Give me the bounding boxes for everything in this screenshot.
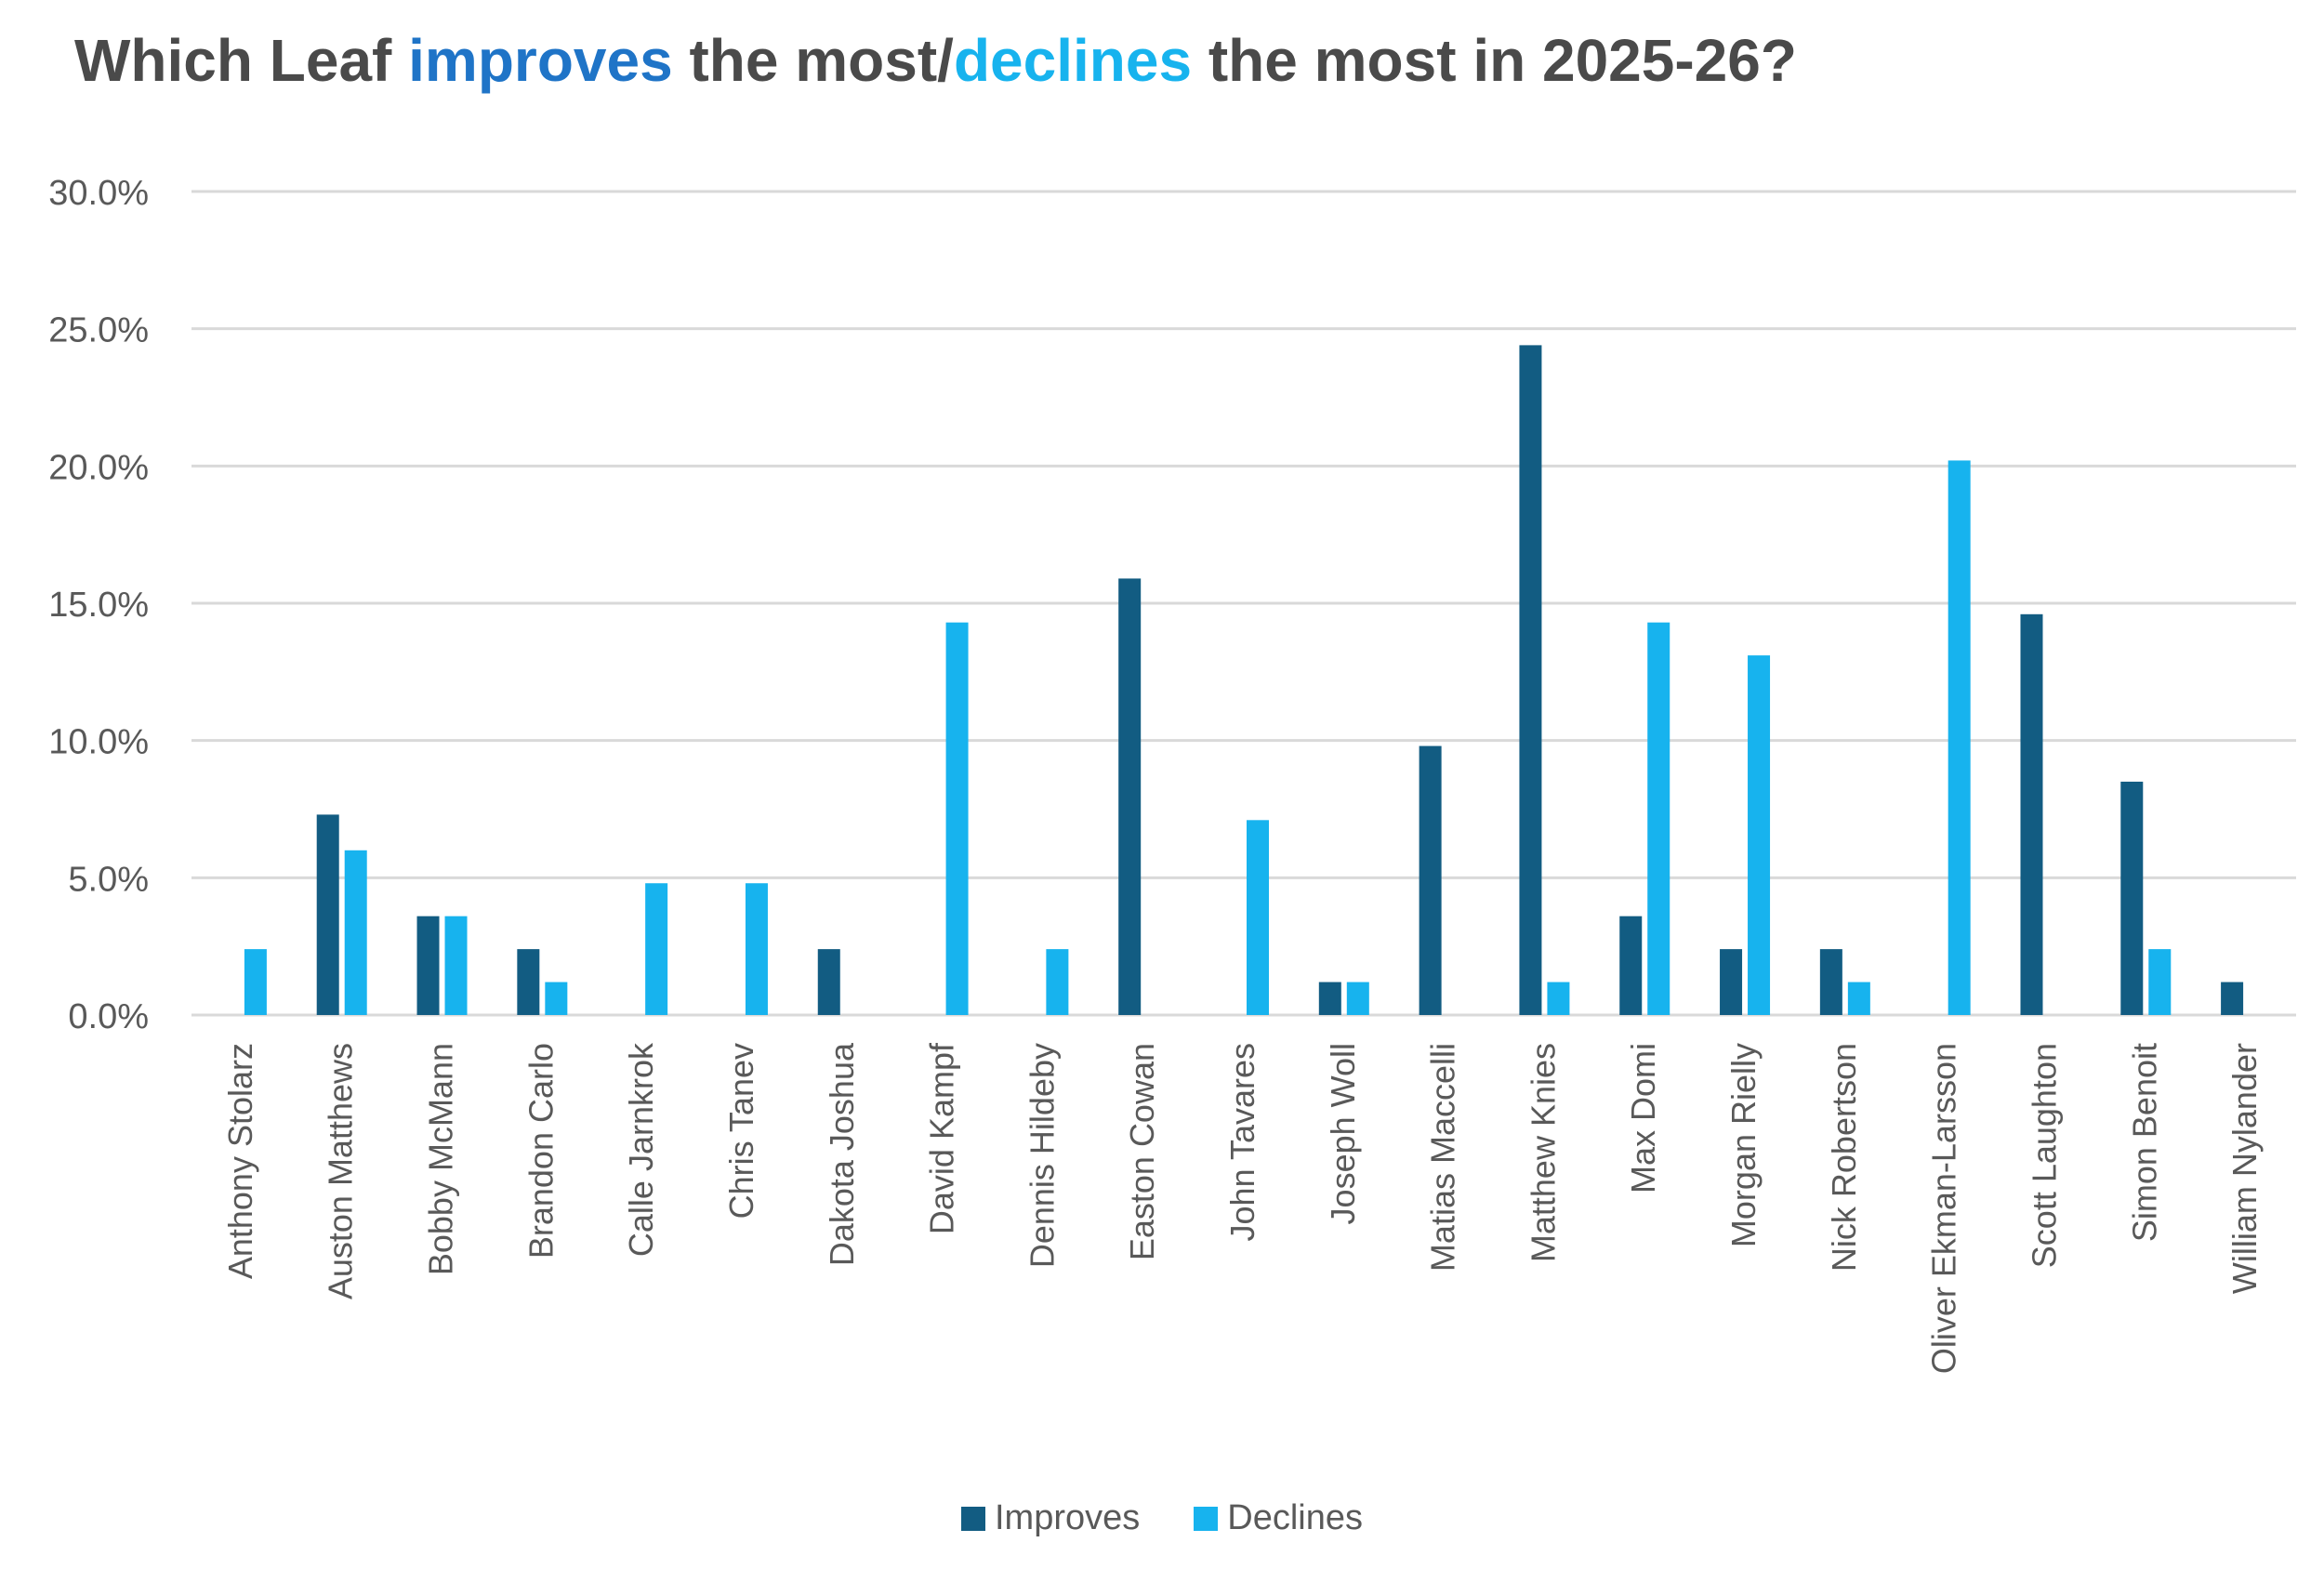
x-tick-label: Nick Robertson [1825, 1043, 1863, 1272]
bar-improves [1318, 982, 1341, 1015]
legend-item-declines: Declines [1194, 1498, 1363, 1538]
bar-improves [1720, 949, 1743, 1015]
bar-declines [1547, 982, 1570, 1015]
title-word-declines: declines [953, 27, 1193, 94]
bar-declines [244, 949, 267, 1015]
x-tick-label: Matthew Knies [1524, 1043, 1562, 1262]
x-tick-label: Simon Benoit [2125, 1043, 2163, 1242]
legend-label-improves: Improves [994, 1498, 1141, 1537]
legend-swatch-declines [1194, 1506, 1219, 1531]
bar-declines [1346, 982, 1369, 1015]
title-part-3: the most in 2025-26? [1192, 27, 1797, 94]
bar-improves [1819, 949, 1842, 1015]
bar-improves [2221, 982, 2244, 1015]
x-tick-label: Bobby McMann [422, 1043, 460, 1275]
y-tick-label: 0.0% [68, 997, 149, 1036]
bar-declines [1748, 655, 1771, 1015]
x-tick-label: Scott Laughton [2025, 1043, 2063, 1268]
bar-declines [2148, 949, 2172, 1015]
bar-declines [444, 916, 468, 1015]
legend-label-declines: Declines [1227, 1498, 1363, 1537]
chart-title: Which Leaf improves the most/declines th… [74, 26, 1797, 95]
title-word-improves: improves [408, 27, 673, 94]
x-tick-label: Brandon Carlo [522, 1043, 560, 1259]
y-tick-label: 20.0% [48, 448, 149, 487]
x-tick-label: Dakota Joshua [823, 1042, 861, 1266]
bar-declines [1046, 949, 1069, 1015]
y-tick-label: 25.0% [48, 311, 149, 350]
y-tick-label: 10.0% [48, 723, 149, 762]
y-tick-label: 15.0% [48, 586, 149, 625]
title-part-1: Which Leaf [74, 27, 409, 94]
bar-declines [344, 850, 367, 1015]
bar-improves [416, 916, 440, 1015]
x-tick-label: John Tavares [1223, 1043, 1261, 1241]
x-tick-label: Chris Tanev [722, 1043, 760, 1219]
x-tick-label: Matias Maccelli [1424, 1043, 1462, 1272]
bar-declines [1948, 460, 1971, 1016]
x-tick-label: William Nylander [2225, 1043, 2264, 1294]
bar-declines [945, 622, 969, 1015]
y-axis-tick-labels: 0.0% 5.0% 10.0% 15.0% 20.0% 25.0% 30.0% [48, 174, 149, 1036]
bar-improves [2120, 781, 2144, 1015]
bar-improves [316, 814, 339, 1015]
bar-declines [745, 883, 768, 1015]
x-tick-label: David Kampf [923, 1042, 961, 1234]
bar-improves [1519, 345, 1542, 1015]
bar-improves [1619, 916, 1643, 1015]
bar-declines [545, 982, 568, 1015]
bar-improves [517, 949, 540, 1015]
x-axis-tick-labels: Anthony Stolarz Auston Matthews Bobby McMa… [221, 1042, 2264, 1374]
y-tick-label: 30.0% [48, 174, 149, 213]
x-tick-label: Dennis Hildeby [1023, 1043, 1061, 1268]
bar-declines [1247, 820, 1269, 1015]
x-tick-label: Anthony Stolarz [221, 1043, 259, 1279]
bar-improves [1419, 745, 1442, 1015]
x-tick-label: Oliver Ekman-Larsson [1925, 1043, 1963, 1374]
x-tick-label: Joseph Woll [1324, 1043, 1362, 1224]
legend-swatch-improves [960, 1506, 985, 1531]
x-tick-label: Max Domi [1624, 1043, 1662, 1193]
title-part-2: the most/ [672, 27, 954, 94]
bar-declines [645, 883, 668, 1015]
legend-item-improves: Improves [960, 1498, 1141, 1538]
x-tick-label: Calle Jarnkrok [622, 1042, 660, 1257]
x-tick-label: Auston Matthews [322, 1043, 360, 1299]
bar-declines [1847, 982, 1870, 1015]
x-tick-label: Easton Cowan [1123, 1043, 1161, 1260]
bars [244, 345, 2244, 1016]
bar-improves [817, 949, 840, 1015]
bar-improves [1118, 578, 1142, 1015]
y-tick-label: 5.0% [68, 860, 149, 899]
x-tick-label: Morgan Rielly [1724, 1043, 1763, 1247]
bar-declines [1647, 622, 1670, 1015]
gridlines [191, 190, 2296, 1017]
legend: Improves Declines [0, 1498, 2324, 1538]
bar-improves [2020, 613, 2043, 1015]
